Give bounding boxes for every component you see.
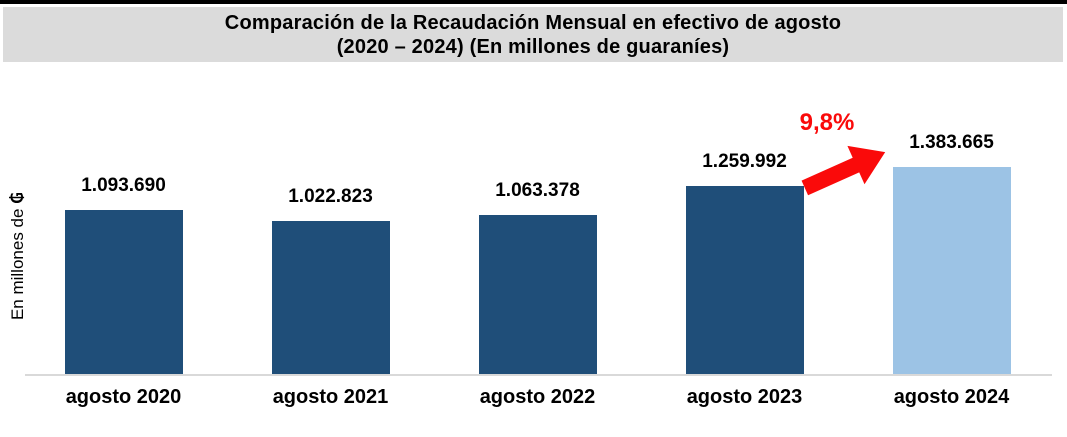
bar-value-label: 1.259.992: [702, 151, 787, 172]
bar-agosto-2024: [892, 167, 1011, 374]
chart-title-line2: (2020 – 2024) (En millones de guaraníes): [336, 36, 730, 58]
x-axis-label: agosto 2022: [479, 386, 596, 408]
bar-agosto-2020: [64, 210, 183, 374]
bar-column: 1.022.823 agosto 2021: [227, 0, 434, 408]
x-axis-label: agosto 2021: [272, 386, 389, 408]
bar-group: 1.093.690 agosto 2020 1.022.823 agosto 2021…: [20, 0, 1055, 408]
bar-column: 1.093.690 agosto 2020: [20, 0, 227, 408]
bar-value-label: 1.063.378: [495, 180, 580, 201]
bar-agosto-2023: [685, 186, 804, 374]
x-axis-line: [25, 374, 1052, 376]
x-axis-label: agosto 2020: [65, 386, 182, 408]
chart-title-line1: Comparación de la Recaudación Mensual en…: [224, 12, 842, 34]
x-axis-label: agosto 2023: [686, 386, 803, 408]
bar-column: 1.383.665 agosto 2024: [848, 0, 1055, 408]
increase-arrow-icon: [801, 145, 886, 196]
bar-agosto-2021: [271, 221, 390, 374]
x-axis-label: agosto 2024: [893, 386, 1010, 408]
bar-value-label: 1.383.665: [909, 132, 994, 153]
increase-arrow-shape: [801, 145, 886, 196]
bar-value-label: 1.093.690: [81, 175, 166, 196]
bar-column: 1.259.992 agosto 2023: [641, 0, 848, 408]
bar-column: 1.063.378 agosto 2022: [434, 0, 641, 408]
percent-change-annotation: 9,8%: [799, 109, 855, 136]
bar-value-label: 1.022.823: [288, 186, 373, 207]
top-border: [0, 0, 1067, 4]
bar-agosto-2022: [478, 215, 597, 374]
chart-title-band: Comparación de la Recaudación Mensual en…: [3, 7, 1063, 62]
